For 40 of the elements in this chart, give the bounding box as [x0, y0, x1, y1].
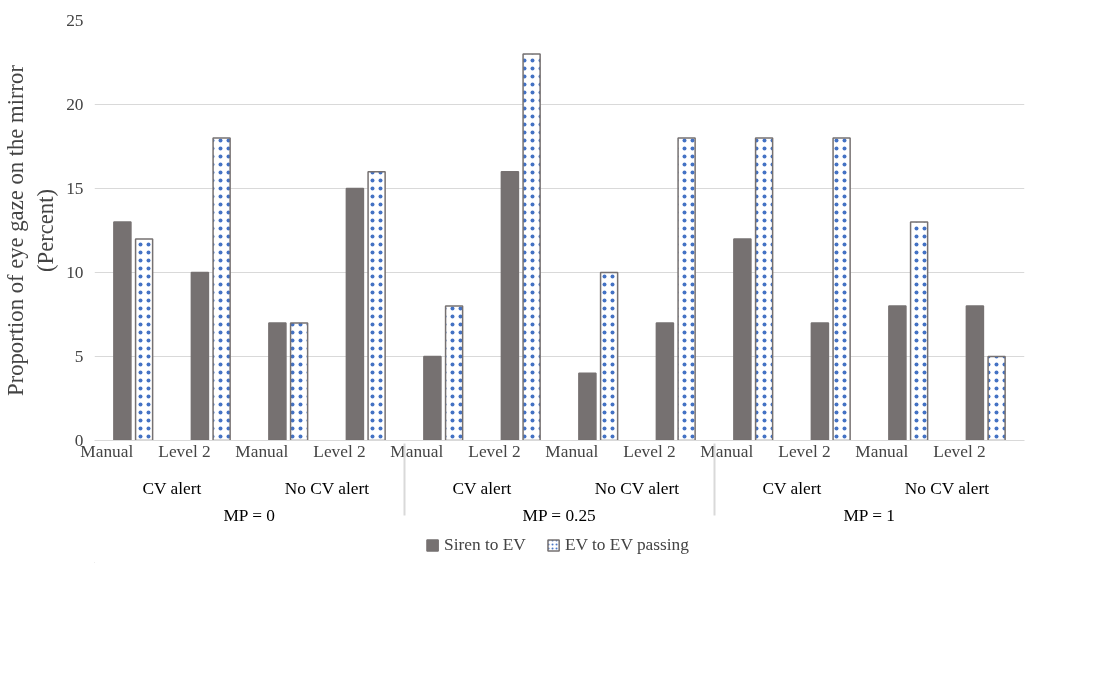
- text: CV alert: [452, 478, 512, 498]
- text: CV alert: [762, 478, 822, 498]
- text: No CV alert: [904, 478, 990, 498]
- x-tick-label: Level 2: [158, 442, 211, 461]
- y-tick-label: 5: [74, 347, 84, 366]
- bar: [965, 305, 985, 441]
- x-tick-label: Manual: [390, 442, 444, 461]
- x-tick-label: Level 2: [778, 442, 831, 461]
- y-tick-label: 25: [66, 11, 84, 30]
- bar: [655, 322, 675, 441]
- bar: [810, 322, 830, 441]
- bar: [113, 221, 132, 441]
- text: No CV alert: [284, 478, 370, 498]
- x-tick-label: Level 2: [933, 442, 986, 461]
- x-tick-label: Manual: [855, 442, 909, 461]
- legend-label: Siren to EV: [444, 535, 526, 555]
- text: CV alert: [142, 478, 202, 498]
- x-tick-label: Manual: [700, 442, 754, 461]
- bar: [423, 355, 442, 441]
- x-tick-label: Level 2: [313, 442, 366, 461]
- bar: [345, 187, 365, 441]
- text: MP = 0.25: [522, 505, 596, 525]
- bar: [190, 271, 210, 441]
- x-tick-label: Level 2: [468, 442, 521, 461]
- text: EV to EV passing: [564, 535, 689, 555]
- y-tick-label: 20: [66, 95, 84, 114]
- y-tick-label: 15: [66, 179, 84, 198]
- bar: [268, 322, 287, 441]
- y-axis-title: Proportion of eye gaze on the mirror (Percent): [3, 64, 59, 396]
- text: MP = 1: [843, 505, 895, 525]
- x-tick-label: Manual: [545, 442, 599, 461]
- bar: [733, 238, 752, 441]
- bar: [500, 170, 520, 441]
- bar: [578, 372, 597, 441]
- text: MP = 0: [223, 505, 275, 525]
- y-tick-label: 10: [66, 263, 84, 282]
- x-tick-label: Level 2: [623, 442, 676, 461]
- text: No CV alert: [594, 478, 680, 498]
- x-tick-label: Manual: [235, 442, 289, 461]
- bar: [888, 305, 907, 441]
